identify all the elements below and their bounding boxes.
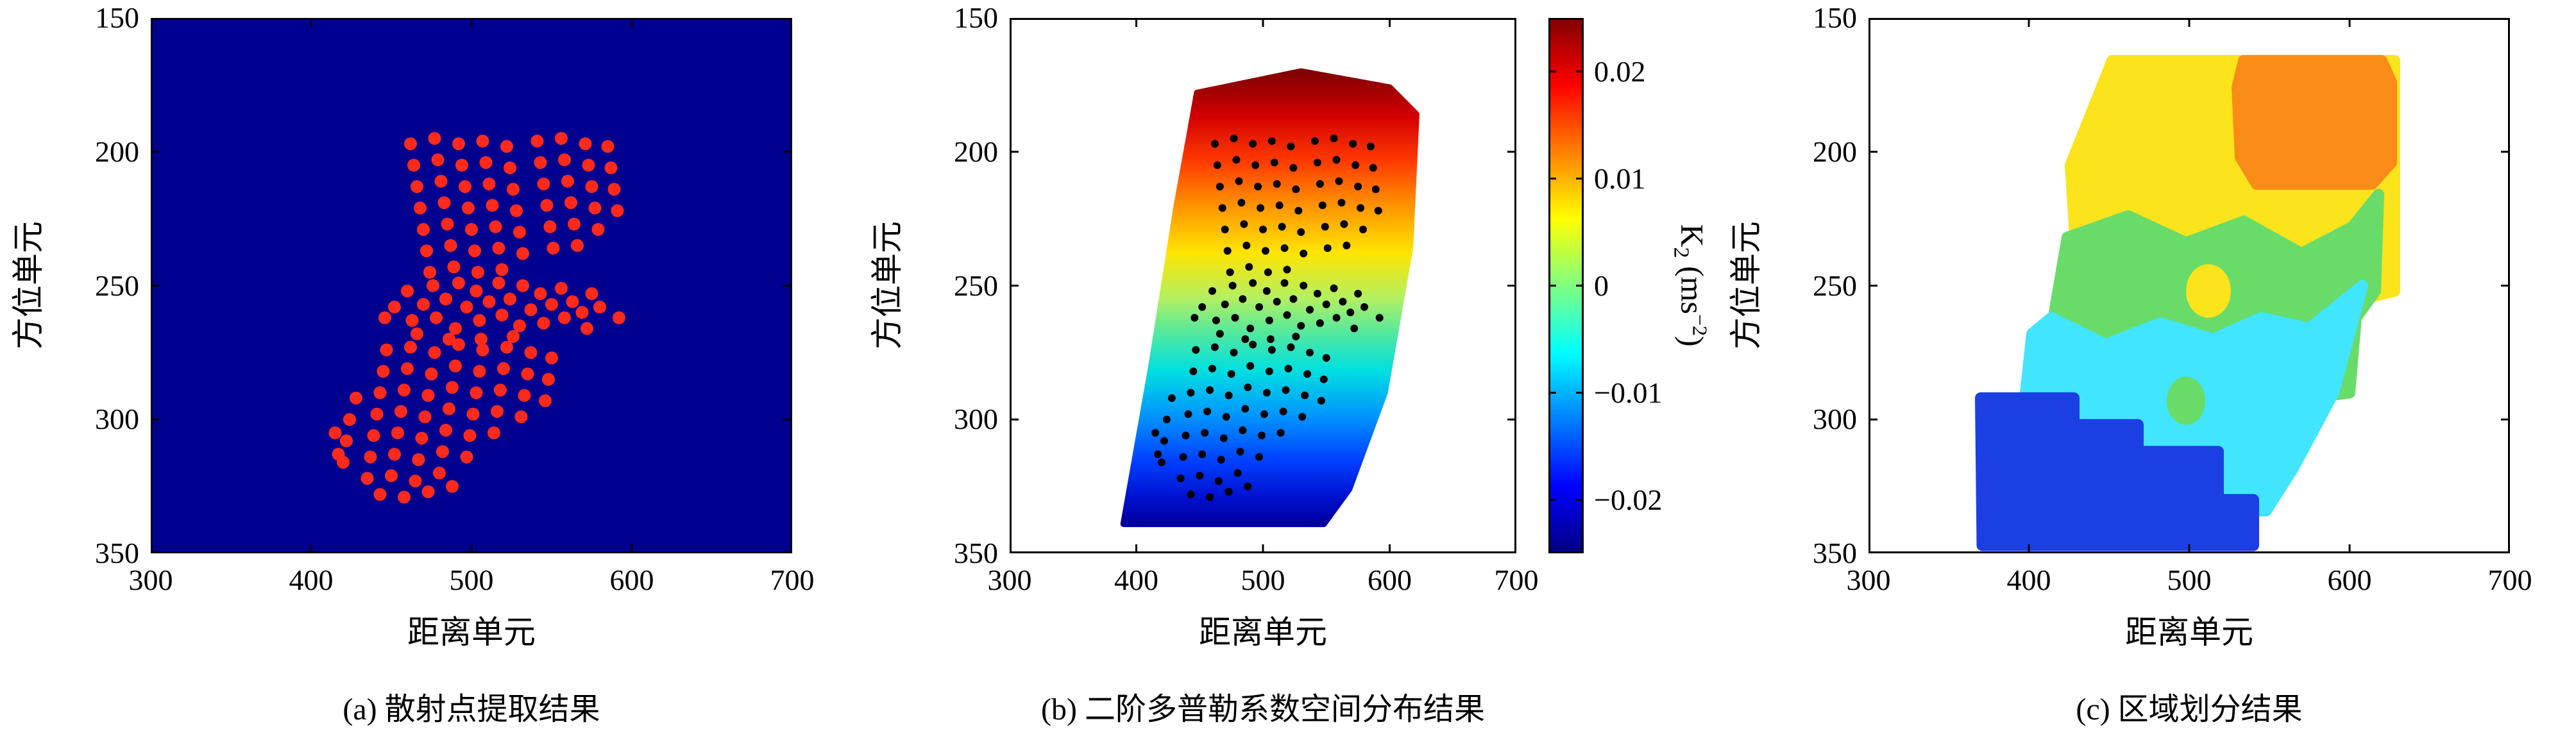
yellow-spot [2186,264,2231,318]
y-tick-label: 350 [1813,537,1857,569]
plot-frame [1868,18,2510,553]
plot-svg-2 [1868,18,2510,553]
y-tick-label: 350 [95,537,139,569]
colorbar-tick-label: 0.01 [1594,162,1646,195]
segmented-regions [1975,54,2400,551]
y-tick-label: 200 [95,135,139,168]
orange-region [2232,54,2397,190]
blue-region [1975,392,2259,551]
panel-b-doppler-distribution: 方位单元 K2 (ms−2) 距离单元 (b) 二阶多普勒系数空间分布结果 30… [859,0,1717,754]
plot-frame [1010,18,1516,553]
axis-ticks [1010,18,1516,553]
panel-c-region-segmentation: 方位单元 距离单元 (c) 区域划分结果 300 400 500 600 700 150 2… [1718,0,2576,754]
colorbar-frame [1548,18,1584,553]
x-tick-label: 600 [1368,564,1412,596]
green-spot [2167,376,2205,425]
colorbar-label-sub: 2 [1669,247,1693,258]
colorbar-tick-label: 0 [1594,269,1609,302]
plot-area-b [859,0,1717,754]
x-tick-label: 300 [128,564,173,596]
x-tick-label: 300 [1846,564,1891,596]
plot-svg-0 [151,18,792,553]
y-tick-label: 150 [1813,1,1857,34]
scatter-points [328,131,625,504]
plot-area-c [1718,0,2576,754]
panel-caption-a: (a) 散射点提取结果 [343,692,600,726]
x-tick-label: 500 [2167,564,2212,596]
x-tick-label: 400 [1114,564,1158,596]
colorbar-tick-label: −0.02 [1594,483,1663,516]
y-tick-label: 300 [95,403,139,436]
y-tick-label: 300 [1813,403,1857,436]
x-tick-label: 600 [609,564,654,596]
colorbar-tick-label: −0.01 [1594,376,1663,409]
plot-svg-1 [1010,18,1516,553]
x-tick-label: 300 [987,564,1032,596]
plot-background [151,18,792,553]
x-tick-label: 700 [2487,564,2532,596]
x-tick-label: 500 [449,564,494,596]
x-tick-label: 500 [1241,564,1285,596]
x-tick-label: 700 [770,564,815,596]
x-tick-label: 600 [2327,564,2372,596]
y-tick-label: 200 [954,135,998,168]
y-tick-label: 250 [954,269,998,302]
colorbar-label-sup: −2 [1688,314,1712,336]
x-axis-label: 距离单元 [2125,614,2253,650]
y-tick-label: 350 [954,537,998,569]
panel-caption-b: (b) 二阶多普勒系数空间分布结果 [1041,692,1485,726]
scatter-points [1151,134,1384,501]
y-tick-label: 250 [1813,269,1857,302]
colorbar-label-prefix: K [1674,224,1711,247]
x-tick-label: 400 [289,564,334,596]
y-tick-label: 200 [1813,135,1857,168]
x-tick-label: 400 [2006,564,2051,596]
y-tick-label: 300 [954,403,998,436]
plot-frame [151,18,792,553]
colorbar-tick-label: 0.02 [1594,54,1646,88]
x-axis-label: 距离单元 [407,614,536,650]
y-tick-label: 250 [95,269,139,302]
plot-area-a [0,0,858,754]
colorbar [1548,18,1584,553]
panel-a-scatter-extraction: 方位单元 距离单元 (a) 散射点提取结果 300 400 500 600 700 150… [0,0,858,754]
colorbar-label-suffix: ) [1674,336,1711,347]
panel-caption-c: (c) 区域划分结果 [2076,692,2303,726]
x-axis-label: 距离单元 [1199,614,1327,650]
y-tick-label: 150 [95,1,139,34]
x-tick-label: 700 [1494,564,1539,596]
y-tick-label: 150 [954,1,998,34]
heatmap-region [1120,68,1419,528]
